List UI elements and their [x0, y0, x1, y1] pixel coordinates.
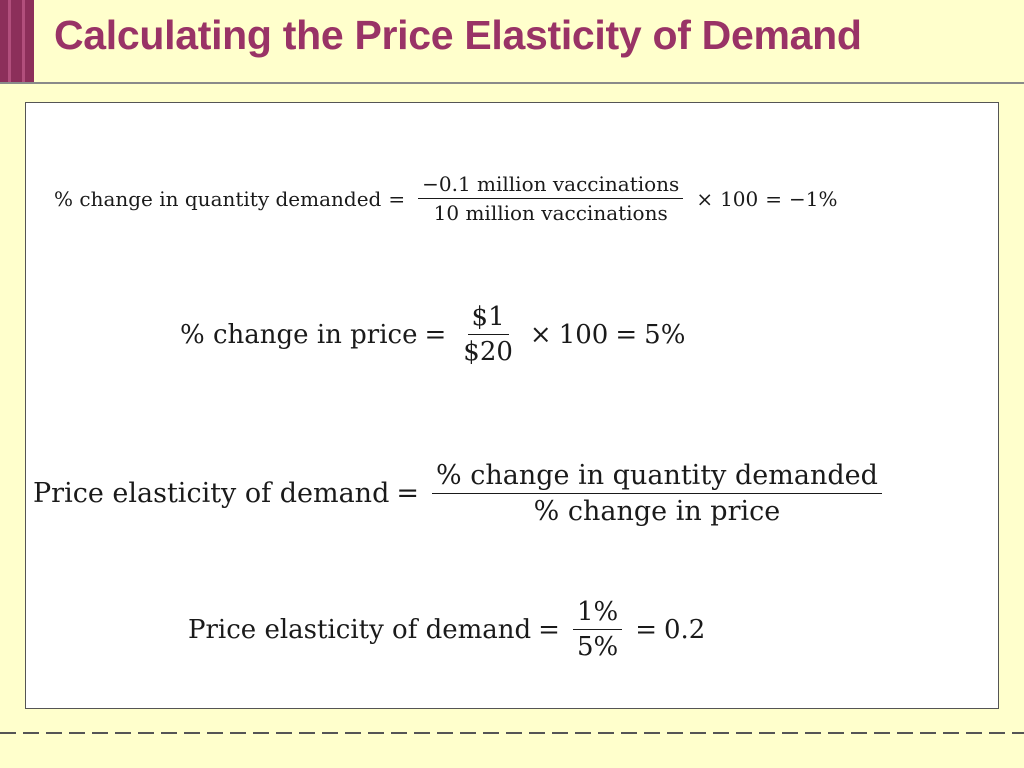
equations-panel [25, 102, 999, 709]
eq1-lhs: % change in quantity demanded [54, 186, 382, 211]
eq1-equals2: = [765, 186, 783, 211]
eq2-denominator: $20 [463, 337, 513, 367]
accent-stripe [8, 0, 11, 83]
eq1-denominator: 10 million vaccinations [433, 201, 668, 225]
eq2-fraction: $1 $20 [459, 302, 517, 367]
eq2-equals: = [424, 319, 447, 350]
eq1-numerator: −0.1 million vaccinations [418, 172, 684, 199]
eq3-fraction: % change in quantity demanded % change i… [431, 460, 882, 527]
eq4-equals2: = [635, 614, 657, 645]
title-divider [0, 82, 1024, 84]
eq1-equals: = [388, 186, 406, 211]
eq4-equals: = [538, 614, 560, 645]
eq2-numerator: $1 [467, 302, 509, 335]
eq3-lhs: Price elasticity of demand [33, 478, 390, 509]
eq2-equals2: = [615, 319, 638, 350]
elasticity-formula: Price elasticity of demand = % change in… [33, 460, 888, 527]
eq1-multiplier: 100 [720, 186, 759, 211]
title-accent-bar [0, 0, 34, 83]
price-change-equation: % change in price = $1 $20 × 100 = 5% [180, 302, 685, 367]
footer-dashed-rule [0, 732, 1024, 734]
eq4-denominator: 5% [576, 632, 619, 662]
eq3-numerator: % change in quantity demanded [431, 460, 882, 494]
eq4-result: 0.2 [664, 614, 706, 645]
eq2-multiplier: 100 [558, 319, 609, 350]
eq4-fraction: 1% 5% [572, 597, 623, 662]
eq2-result: 5% [644, 319, 686, 350]
quantity-change-equation: % change in quantity demanded = −0.1 mil… [54, 172, 838, 225]
eq2-times: × [529, 319, 552, 350]
eq1-result: −1% [789, 186, 838, 211]
eq4-lhs: Price elasticity of demand [188, 614, 532, 645]
eq1-fraction: −0.1 million vaccinations 10 million vac… [418, 172, 684, 225]
accent-stripe [22, 0, 25, 83]
elasticity-result-equation: Price elasticity of demand = 1% 5% = 0.2 [188, 597, 705, 662]
eq4-numerator: 1% [572, 597, 623, 630]
eq1-times: × [696, 186, 714, 211]
eq3-denominator: % change in price [533, 496, 781, 527]
eq2-lhs: % change in price [180, 319, 418, 350]
eq3-equals: = [396, 478, 419, 509]
slide-title: Calculating the Price Elasticity of Dema… [54, 12, 862, 58]
